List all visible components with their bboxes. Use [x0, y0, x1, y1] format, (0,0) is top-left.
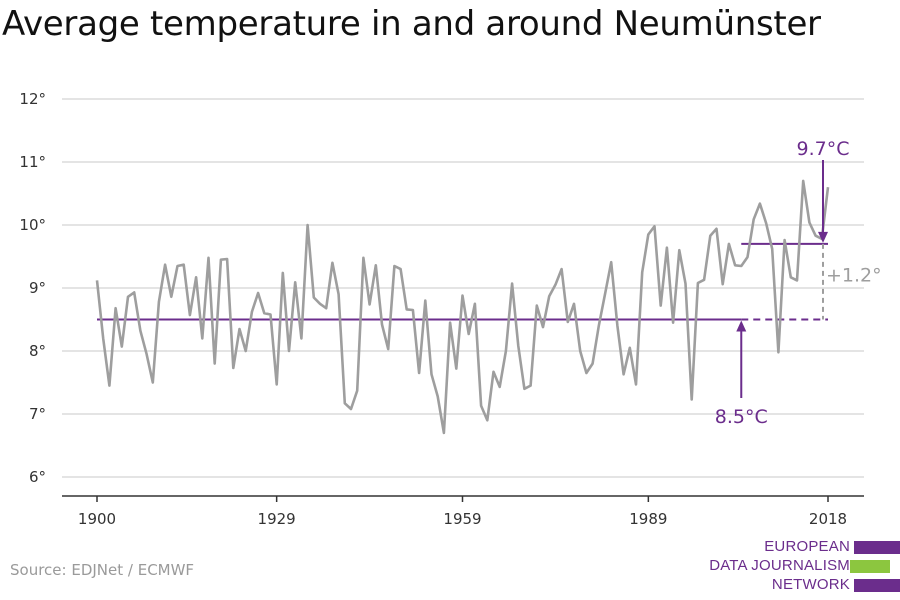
y-tick-label: 12° [19, 90, 46, 108]
logo-bar-purple-bottom [854, 579, 900, 592]
x-tick-label: 1959 [443, 510, 481, 528]
logo-line-2: DATA JOURNALISM [709, 557, 850, 574]
arrow-head-recent [818, 231, 828, 243]
y-tick-label: 10° [19, 216, 46, 234]
axis-layer: 6° 7° 8° 9° 10° 11° 12° 1900 1929 1959 1989 2018 [19, 90, 864, 528]
y-tick-label: 9° [29, 279, 46, 297]
series-layer [95, 179, 830, 435]
grid-layer [62, 98, 864, 478]
arrow-head-baseline [736, 320, 747, 332]
y-tick-label: 6° [29, 468, 46, 486]
x-tick-label: 1989 [629, 510, 667, 528]
annotation-delta: +1.2° [826, 265, 882, 287]
x-tick-label: 2018 [809, 510, 847, 528]
chart-title: Average temperature in and around Neumün… [2, 4, 821, 44]
annotation-recent-value: 9.7°C [797, 138, 850, 160]
logo-bar-green [850, 560, 890, 573]
edjnet-logo[interactable]: EUROPEAN DATA JOURNALISM NETWORK [700, 538, 900, 598]
annotation-baseline-value: 8.5°C [715, 406, 768, 428]
y-tick-label: 8° [29, 342, 46, 360]
temperature-series-line [95, 179, 830, 435]
y-tick-label: 11° [19, 153, 46, 171]
source-note: Source: EDJNet / ECMWF [10, 561, 195, 579]
logo-line-1: EUROPEAN [764, 538, 850, 555]
logo-line-3: NETWORK [771, 576, 850, 593]
x-tick-label: 1900 [78, 510, 116, 528]
annotation-layer: 9.7°C 8.5°C +1.2° [715, 138, 882, 428]
logo-bar-purple-top [854, 541, 900, 554]
y-tick-label: 7° [29, 405, 46, 423]
x-tick-label: 1929 [258, 510, 296, 528]
